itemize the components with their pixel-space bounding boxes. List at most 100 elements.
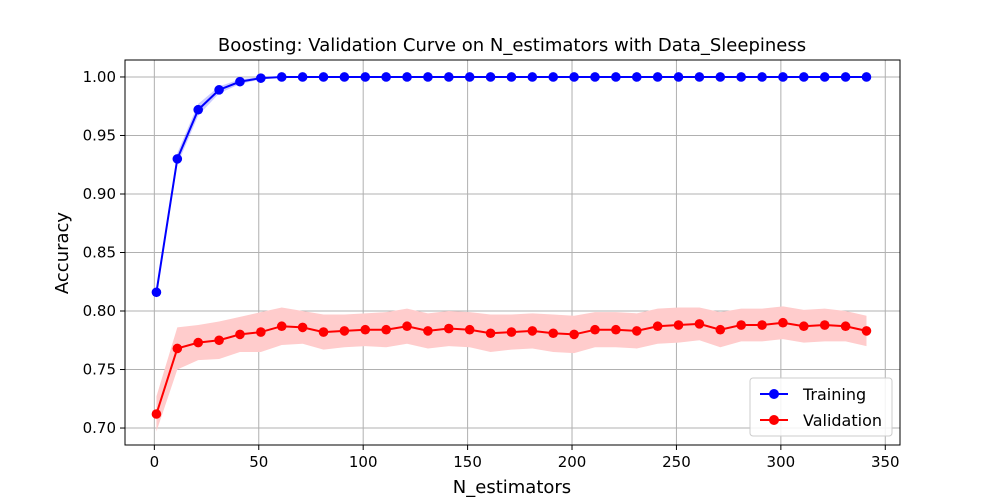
validation-point [444,323,454,334]
validation-point [569,329,579,340]
legend-marker-training [769,389,779,399]
training-point [214,85,224,95]
y-tick-label: 0.80 [83,302,116,320]
training-point [778,72,788,82]
training-point [506,72,517,82]
x-tick-label: 0 [150,453,160,471]
validation-point [485,328,496,339]
training-point [611,72,621,82]
validation-point [423,326,433,336]
training-point [381,72,391,82]
validation-point [757,320,767,330]
validation-point [527,326,538,336]
training-point [151,287,162,298]
y-tick-label: 0.90 [83,185,116,203]
validation-point [736,320,746,330]
training-point [360,72,371,82]
training-confidence-band [156,76,867,295]
validation-point [402,321,412,332]
y-tick-label: 0.85 [83,244,116,262]
validation-point [276,321,287,332]
legend-marker-validation [769,415,779,425]
series-lines [155,75,867,415]
gridlines [125,60,900,445]
y-axis-label: Accuracy [52,212,73,295]
x-tick-label: 100 [349,453,378,471]
x-axis-ticks: 0 50 100 150 200 250 300 350 [150,445,900,471]
validation-point [799,321,809,332]
training-point [673,72,684,82]
training-point [444,72,454,82]
training-line [155,75,867,293]
validation-point [840,321,851,332]
x-tick-label: 300 [767,453,796,471]
validation-point [318,327,329,337]
validation-point [673,320,684,330]
confidence-bands [156,76,867,432]
validation-point [339,326,350,336]
validation-point [861,326,872,336]
training-point [527,72,538,82]
validation-point [214,335,224,346]
validation-point [381,324,391,335]
validation-point [256,327,266,337]
validation-point [360,324,371,335]
training-point [569,72,579,82]
validation-point [172,343,183,354]
training-point [339,72,350,82]
legend: Training Validation [749,377,893,437]
training-point [631,72,642,82]
x-tick-label: 350 [871,453,900,471]
training-point [256,73,266,83]
training-point [757,72,767,82]
training-point [840,72,851,82]
validation-point [694,319,705,329]
training-point [485,72,496,82]
validation-point [590,324,600,335]
training-point [694,72,705,82]
validation-point [631,326,642,336]
validation-point [652,321,663,332]
series-points [151,72,872,419]
validation-point [235,329,245,340]
validation-point [506,327,517,337]
training-point [172,154,183,164]
training-point [193,104,203,115]
legend-label-validation: Validation [803,411,882,430]
y-tick-label: 1.00 [83,68,116,86]
validation-confidence-band [156,306,867,432]
training-point [548,72,559,82]
chart-title: Boosting: Validation Curve on N_estimato… [218,35,806,56]
training-point [297,72,308,82]
x-axis-label: N_estimators [453,477,571,498]
x-tick-label: 250 [662,453,691,471]
training-point [590,72,600,82]
validation-point [611,324,621,335]
training-point [464,72,475,82]
validation-point [297,322,308,333]
validation-point [548,328,559,339]
training-point [799,72,809,82]
training-point [318,72,329,82]
y-tick-label: 0.95 [83,126,116,144]
validation-point [778,317,788,328]
x-tick-label: 150 [453,453,482,471]
validation-point [151,409,162,419]
training-point [235,76,245,87]
legend-box [749,377,893,437]
validation-point [819,320,830,330]
legend-label-training: Training [802,385,866,404]
training-point [402,72,412,82]
training-point [819,72,830,82]
x-tick-label: 200 [558,453,587,471]
training-point [652,72,663,82]
training-point [736,72,746,82]
training-point [715,72,726,82]
validation-point [464,324,475,335]
x-tick-label: 50 [249,453,268,471]
training-point [276,72,287,82]
training-point [861,72,872,82]
validation-point [715,324,726,335]
validation-point [193,337,203,348]
